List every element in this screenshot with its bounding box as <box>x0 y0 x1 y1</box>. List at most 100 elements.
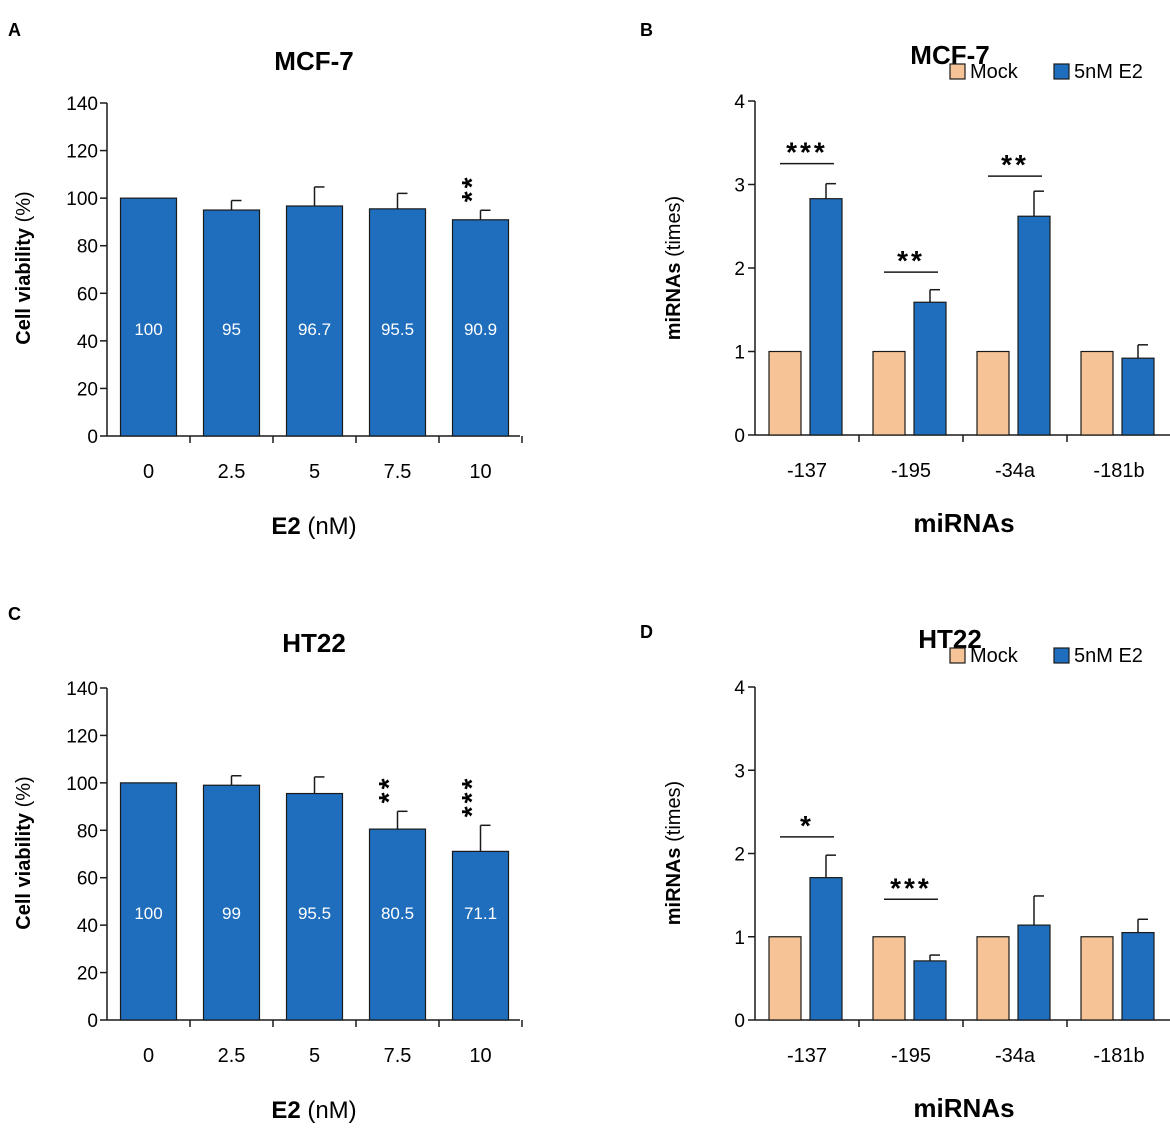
bar-value-label: 100 <box>134 904 162 923</box>
bar <box>1121 357 1155 436</box>
bar-value-label: 95.5 <box>298 904 331 923</box>
significance-stars: *** <box>786 137 828 168</box>
bar-value-label: 95.5 <box>381 320 414 339</box>
bar <box>285 205 344 437</box>
legend-label: Mock <box>970 61 1019 83</box>
significance-stars: ** <box>897 245 925 276</box>
x-tick-label: 10 <box>469 1045 491 1067</box>
y-tick-label: 1 <box>734 343 745 364</box>
significance-stars: ** <box>456 174 487 202</box>
legend-swatch <box>1053 63 1070 80</box>
x-tick-label: -137 <box>787 1045 827 1067</box>
x-tick-label: -34a <box>995 1045 1036 1067</box>
legend-label: Mock <box>970 645 1019 667</box>
bar <box>976 350 1010 436</box>
significance-stars: ** <box>1001 149 1029 180</box>
legend-swatch <box>949 63 966 80</box>
panel-b: B MCF-7 miRNAs miRNAs (times) 01234-137-… <box>640 20 1170 538</box>
y-tick-label: 2 <box>734 259 745 280</box>
y-tick-label: 4 <box>734 678 745 699</box>
y-tick-label: 40 <box>77 332 98 353</box>
y-tick-label: 140 <box>66 679 98 700</box>
bar <box>119 782 178 1021</box>
bar <box>1080 350 1114 436</box>
bar <box>976 936 1010 1021</box>
bar <box>368 208 427 437</box>
y-tick-label: 100 <box>66 189 98 210</box>
y-axis-label: Cell viability (%) <box>13 776 35 929</box>
y-tick-label: 4 <box>734 92 745 113</box>
bar-value-label: 99 <box>222 904 241 923</box>
bar <box>202 784 261 1021</box>
y-tick-label: 20 <box>77 379 98 400</box>
bar <box>1017 215 1051 436</box>
x-tick-label: 2.5 <box>218 1045 246 1067</box>
x-axis-label: E2 (nM) <box>271 1097 356 1124</box>
bar <box>368 828 427 1021</box>
x-axis-label: miRNAs <box>913 508 1014 538</box>
panel-letter: D <box>640 622 653 642</box>
x-tick-label: 7.5 <box>384 461 412 483</box>
y-tick-label: 120 <box>66 726 98 747</box>
significance-stars: *** <box>456 776 487 818</box>
bar-value-label: 95 <box>222 320 241 339</box>
bar-value-label: 96.7 <box>298 320 331 339</box>
y-tick-label: 2 <box>734 845 745 866</box>
y-axis-label: miRNAs (times) <box>663 781 685 925</box>
bar <box>202 209 261 437</box>
legend-label: 5nM E2 <box>1074 645 1143 667</box>
y-tick-label: 20 <box>77 964 98 985</box>
bar <box>913 301 947 436</box>
y-tick-label: 0 <box>734 1011 745 1032</box>
bar-value-label: 100 <box>134 320 162 339</box>
bar <box>872 936 906 1021</box>
panel-letter: A <box>8 20 21 40</box>
x-tick-label: -195 <box>891 1045 931 1067</box>
y-tick-label: 1 <box>734 928 745 949</box>
significance-stars: * <box>800 810 814 841</box>
y-tick-label: 0 <box>87 427 98 448</box>
x-tick-label: -181b <box>1093 1045 1144 1067</box>
x-tick-label: -181b <box>1093 460 1144 482</box>
significance-stars: ** <box>373 776 404 804</box>
panel-letter: B <box>640 20 653 40</box>
y-tick-label: 60 <box>77 869 98 890</box>
bar <box>119 197 178 437</box>
y-tick-label: 60 <box>77 284 98 305</box>
bar <box>1080 936 1114 1021</box>
x-tick-label: 5 <box>309 1045 320 1067</box>
x-tick-label: 7.5 <box>384 1045 412 1067</box>
y-axis-label: Cell viability (%) <box>13 191 35 344</box>
x-tick-label: -195 <box>891 460 931 482</box>
y-tick-label: 0 <box>87 1011 98 1032</box>
panel-letter: C <box>8 604 21 624</box>
y-tick-label: 3 <box>734 761 745 782</box>
bar <box>1017 924 1051 1021</box>
chart-title: MCF-7 <box>274 46 353 76</box>
y-tick-label: 120 <box>66 142 98 163</box>
bar <box>913 960 947 1021</box>
legend-label: 5nM E2 <box>1074 61 1143 83</box>
x-axis-label: E2 (nM) <box>271 513 356 540</box>
y-tick-label: 140 <box>66 94 98 115</box>
x-tick-label: 10 <box>469 461 491 483</box>
bar <box>872 350 906 436</box>
legend-swatch <box>949 647 966 664</box>
y-tick-label: 3 <box>734 176 745 197</box>
bar <box>768 936 802 1021</box>
bar <box>1121 931 1155 1021</box>
bar <box>451 850 510 1021</box>
significance-stars: *** <box>890 872 932 903</box>
y-tick-label: 100 <box>66 774 98 795</box>
legend-swatch <box>1053 647 1070 664</box>
x-tick-label: 0 <box>143 461 154 483</box>
panel-c: C HT22 E2 (nM) Cell viability (%) 0 20 40 6… <box>8 604 523 1124</box>
x-tick-label: -137 <box>787 460 827 482</box>
bar <box>285 792 344 1021</box>
x-axis-label: miRNAs <box>913 1093 1014 1123</box>
panel-a: A MCF-7 E2 (nM) Cell viability (%) 0 20 40… <box>8 20 523 540</box>
x-tick-label: 2.5 <box>218 461 246 483</box>
bar <box>451 219 510 437</box>
